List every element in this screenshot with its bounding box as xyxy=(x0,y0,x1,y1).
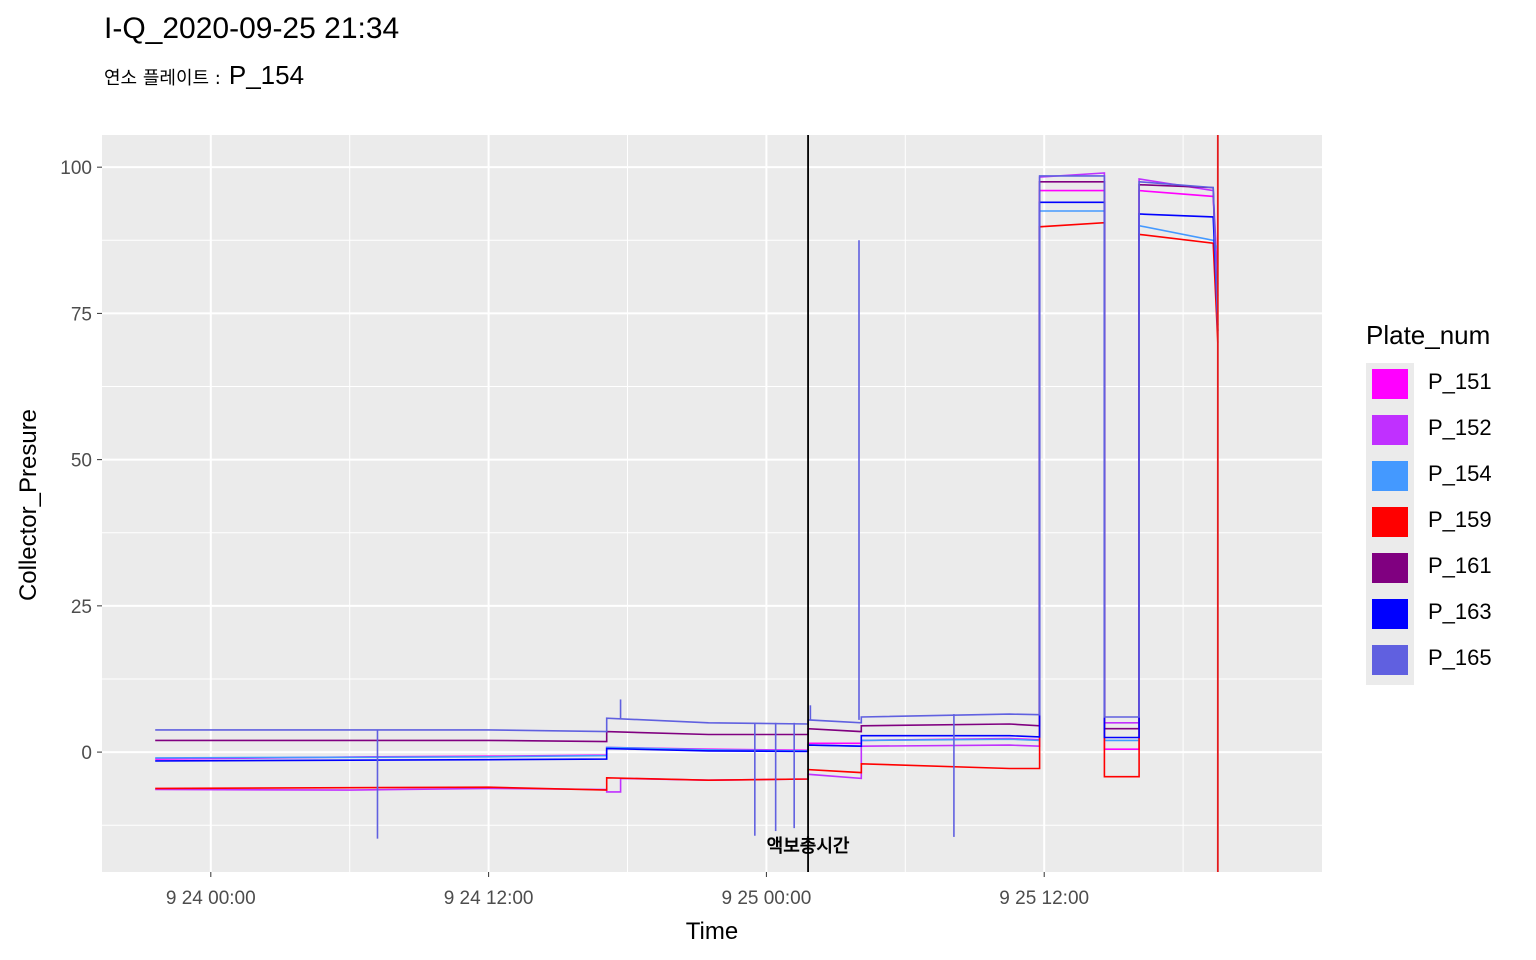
reference-lines: 액보충시간 xyxy=(767,135,1219,872)
legend-key xyxy=(1372,461,1408,491)
legend-item: P_151 xyxy=(1366,363,1492,409)
y-tick-label: 0 xyxy=(81,743,92,764)
y-tick-label: 75 xyxy=(71,304,92,325)
legend-item: P_163 xyxy=(1366,593,1492,639)
chart-subtitle: 연소 플레이트 : P_154 xyxy=(104,60,304,91)
legend-key xyxy=(1372,599,1408,629)
legend-label: P_161 xyxy=(1428,553,1492,578)
legend: Plate_num P_151 P_152 P_154 P_159 P_161 P_163… xyxy=(1366,320,1492,685)
series-line-p-165 xyxy=(155,175,1219,733)
legend-key xyxy=(1372,645,1408,675)
legend-item: P_159 xyxy=(1366,501,1492,547)
x-tick-label: 9 24 00:00 xyxy=(166,888,256,909)
axes: 0 25 50 75 100 9 24 00:00 9 24 12:00 9 25 00:00… xyxy=(60,158,1089,909)
legend-item: P_154 xyxy=(1366,455,1492,501)
x-axis-label: Time xyxy=(686,918,738,945)
event-label: 액보충시간 xyxy=(767,836,850,857)
chart-title: I-Q_2020-09-25 21:34 xyxy=(104,12,400,45)
legend-item: P_161 xyxy=(1366,547,1492,593)
legend-items: P_151 P_152 P_154 P_159 P_161 P_163 P_165 xyxy=(1366,363,1492,685)
x-tick-label: 9 25 12:00 xyxy=(999,888,1089,909)
y-tick-label: 100 xyxy=(60,158,92,179)
subtitle-value: P_154 xyxy=(228,60,305,90)
legend-key xyxy=(1372,415,1408,445)
legend-label: P_163 xyxy=(1428,599,1492,624)
legend-label: P_159 xyxy=(1428,507,1492,532)
subtitle-label: 연소 플레이트 : xyxy=(104,68,221,89)
x-tick-label: 9 25 00:00 xyxy=(721,888,811,909)
legend-item: P_152 xyxy=(1366,409,1492,455)
y-tick-label: 25 xyxy=(71,597,92,618)
legend-label: P_165 xyxy=(1428,645,1492,670)
legend-key xyxy=(1372,553,1408,583)
legend-title: Plate_num xyxy=(1366,320,1491,350)
series-lines xyxy=(155,172,1219,839)
legend-label: P_154 xyxy=(1428,461,1492,486)
x-tick-label: 9 24 12:00 xyxy=(444,888,534,909)
legend-item: P_165 xyxy=(1366,639,1492,685)
y-axis-label: Collector_Presure xyxy=(15,409,42,601)
legend-key xyxy=(1372,507,1408,537)
legend-label: P_152 xyxy=(1428,415,1492,440)
y-tick-label: 50 xyxy=(71,451,92,472)
legend-key xyxy=(1372,369,1408,399)
legend-label: P_151 xyxy=(1428,369,1492,394)
